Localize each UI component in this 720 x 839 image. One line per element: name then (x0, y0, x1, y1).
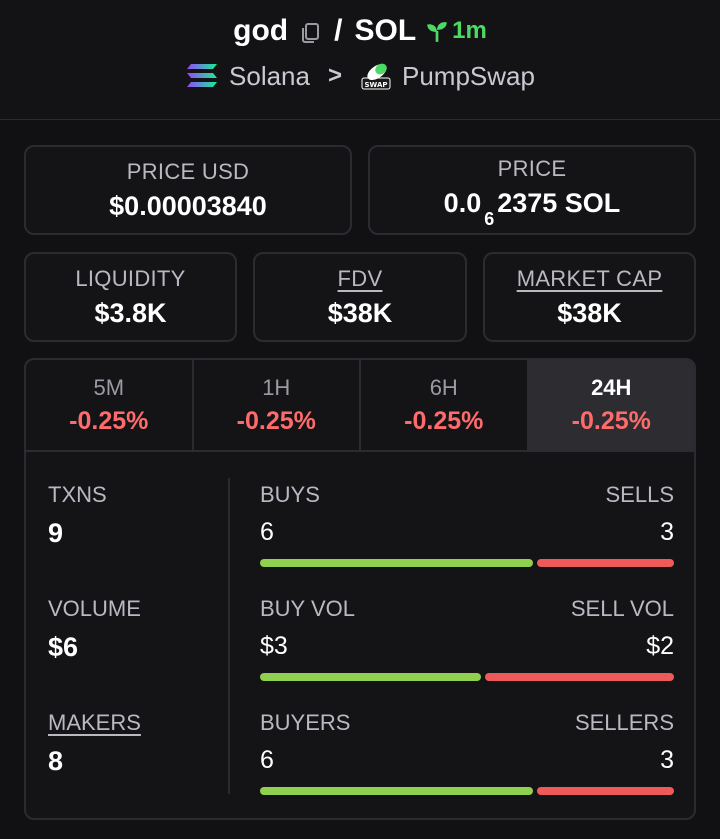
price-usd-card: PRICE USD $0.00003840 (24, 145, 352, 235)
tab-6h[interactable]: 6H -0.25% (361, 360, 529, 450)
liquidity-label: LIQUIDITY (75, 265, 186, 291)
price-native-suffix: 2375 SOL (497, 188, 621, 219)
pair-header: god / SOL 1m (0, 0, 720, 120)
buys-sells-bar (260, 559, 674, 567)
txns-metric: TXNS 9 (48, 482, 107, 549)
sell-bar-segment (537, 787, 674, 795)
volume-value: $6 (48, 632, 79, 662)
market-cap-card[interactable]: MARKET CAP $38K (483, 252, 696, 342)
quote-symbol: SOL (354, 14, 417, 47)
tab-label: 1H (262, 374, 291, 400)
pair-title: god / SOL 1m (0, 14, 720, 48)
volume-label: VOLUME (48, 596, 141, 621)
price-usd-label: PRICE USD (126, 158, 250, 184)
buy-bar-segment (260, 559, 533, 567)
sell-vol-label: SELL VOL (570, 596, 674, 621)
buy-vol-label: BUY VOL (260, 596, 355, 621)
txns-label: TXNS (48, 482, 107, 507)
sells-label: SELLS (605, 482, 675, 507)
volume-bar (260, 673, 674, 681)
fdv-card[interactable]: FDV $38K (253, 252, 467, 342)
pair-age-text: 1m (452, 17, 487, 44)
volume-metric: VOLUME $6 (48, 596, 141, 663)
price-native-zero-count: 6 (484, 208, 495, 229)
sell-vol-value: $2 (646, 632, 674, 660)
pair-age: 1m (424, 17, 487, 45)
copy-icon[interactable] (298, 19, 322, 43)
buys-sells-row: BUYS SELLS 6 3 (260, 482, 674, 567)
sell-bar-segment (485, 673, 674, 681)
volume-row: BUY VOL SELL VOL $3 $2 (260, 596, 674, 681)
sell-bar-segment (537, 559, 674, 567)
makers-metric[interactable]: MAKERS 8 (48, 710, 141, 777)
buy-bar-segment (260, 787, 533, 795)
tab-change: -0.25% (236, 406, 316, 435)
tab-1h[interactable]: 1H -0.25% (194, 360, 361, 450)
pumpswap-logo-icon: SWAP (360, 60, 392, 92)
tab-24h[interactable]: 24H -0.25% (528, 360, 694, 450)
tab-change: -0.25% (404, 406, 484, 435)
fdv-label[interactable]: FDV (337, 265, 383, 291)
buyers-value: 6 (260, 746, 274, 774)
dex-name[interactable]: PumpSwap (402, 60, 535, 91)
sellers-label: SELLERS (574, 710, 674, 735)
price-native-label: PRICE (497, 156, 567, 182)
tab-change: -0.25% (571, 406, 651, 435)
buy-vol-value: $3 (260, 632, 288, 660)
price-native-value: 0.062375 SOL (443, 188, 621, 228)
market-cap-value: $38K (557, 297, 622, 328)
buyers-sellers-bar (260, 787, 674, 795)
stats-panel: 5M -0.25% 1H -0.25% 6H -0.25% 24H -0.25%… (24, 358, 696, 820)
buyers-label: BUYERS (260, 710, 351, 735)
sellers-value: 3 (660, 746, 674, 774)
txns-value: 9 (48, 518, 64, 548)
makers-label[interactable]: MAKERS (48, 710, 141, 735)
pumpswap-logo-text: SWAP (365, 81, 388, 89)
tab-change: -0.25% (69, 406, 149, 435)
makers-value: 8 (48, 746, 64, 776)
price-native-prefix: 0.0 (443, 188, 482, 219)
token-symbol: god (233, 14, 289, 47)
timeframe-tabs: 5M -0.25% 1H -0.25% 6H -0.25% 24H -0.25% (26, 360, 694, 452)
solana-logo-icon (185, 62, 219, 90)
price-usd-value: $0.00003840 (109, 190, 267, 221)
sells-value: 3 (660, 518, 674, 546)
chevron-right-icon: > (327, 62, 342, 89)
pair-slash: / (334, 14, 343, 47)
buys-label: BUYS (260, 482, 320, 507)
chain-name[interactable]: Solana (229, 60, 310, 91)
liquidity-card: LIQUIDITY $3.8K (24, 252, 237, 342)
tab-5m[interactable]: 5M -0.25% (26, 360, 194, 450)
buys-value: 6 (260, 518, 274, 546)
breadcrumb: Solana > SWAP PumpSwap (0, 60, 720, 92)
fdv-value: $38K (327, 297, 393, 328)
liquidity-value: $3.8K (94, 297, 167, 328)
sprout-icon (427, 22, 447, 42)
buy-bar-segment (260, 673, 481, 681)
market-cap-label[interactable]: MARKET CAP (516, 265, 663, 291)
tab-label: 5M (93, 374, 125, 400)
column-divider (228, 478, 230, 794)
buyers-sellers-row: BUYERS SELLERS 6 3 (260, 710, 674, 795)
tab-label: 24H (591, 374, 632, 400)
price-native-card: PRICE 0.062375 SOL (368, 145, 696, 235)
tab-label: 6H (429, 374, 458, 400)
